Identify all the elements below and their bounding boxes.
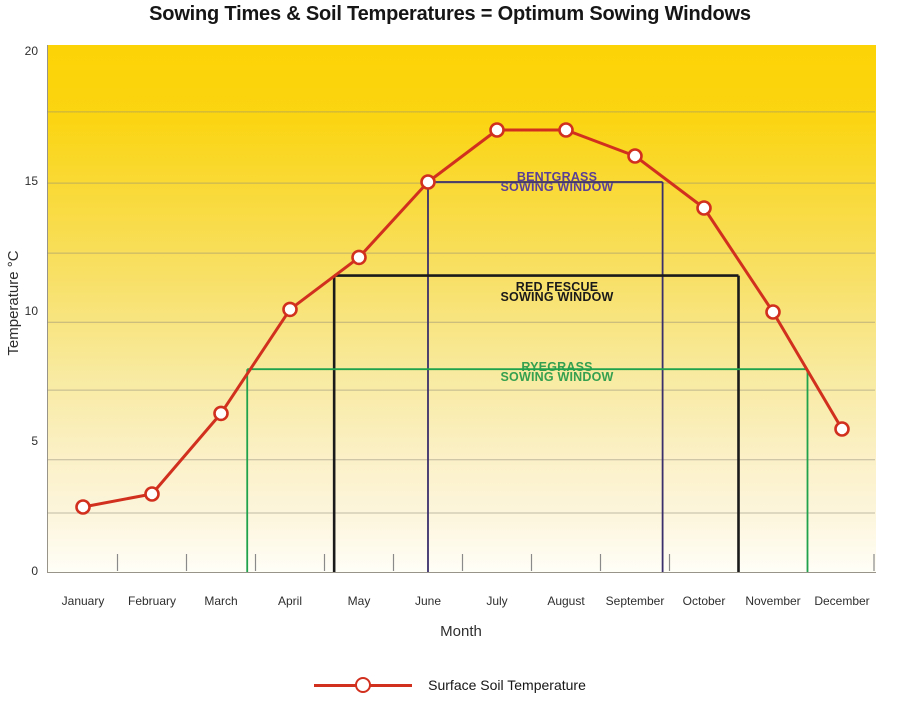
x-tick-label-january: January xyxy=(61,594,105,608)
y-tick-label-10: 10 xyxy=(24,304,38,318)
bentgrass-window-label: BENTGRASS SOWING WINDOW xyxy=(500,170,614,194)
y-tick-label-15: 15 xyxy=(24,174,38,188)
x-tick-label-august: August xyxy=(547,594,585,608)
temperature-point-3 xyxy=(282,301,298,318)
x-tick-label-july: July xyxy=(486,594,508,608)
temperature-line xyxy=(82,128,844,509)
temperature-point-2 xyxy=(213,405,229,422)
red-fescue-window-label: RED FESCUE SOWING WINDOW xyxy=(500,280,614,304)
ryegrass-window-label-line2: SOWING WINDOW xyxy=(500,370,614,384)
legend-line-sample xyxy=(314,677,413,693)
temperature-point-10 xyxy=(765,304,781,320)
x-tick-label-october: October xyxy=(682,594,726,608)
x-tick-label-september: September xyxy=(605,594,665,608)
x-axis-title: Month xyxy=(440,623,482,640)
x-tick-label-june: June xyxy=(414,594,442,608)
legend-label: Surface Soil Temperature xyxy=(428,677,586,693)
x-tick-label-december: December xyxy=(814,594,870,608)
temperature-point-1 xyxy=(144,486,160,502)
red-fescue-window-label-line2: SOWING WINDOW xyxy=(500,290,614,304)
legend-open-circle-marker xyxy=(355,677,372,693)
chart-title: Sowing Times & Soil Temperatures = Optim… xyxy=(149,3,751,25)
bentgrass-window-label-line2: SOWING WINDOW xyxy=(500,180,614,194)
x-tick-label-march: March xyxy=(204,594,238,608)
x-tick-label-february: February xyxy=(127,594,177,608)
red-fescue-window-label-line1: RED FESCUE xyxy=(515,280,599,294)
y-tick-label-0: 0 xyxy=(31,564,38,578)
temperature-point-11 xyxy=(834,421,850,437)
x-tick-label-may: May xyxy=(347,594,371,608)
legend: Surface Soil Temperature xyxy=(0,676,900,694)
temperature-point-0 xyxy=(75,499,91,515)
temperature-point-7 xyxy=(558,122,574,138)
temperature-point-8 xyxy=(627,148,643,164)
temperature-point-6 xyxy=(489,122,505,138)
x-tick-label-november: November xyxy=(745,594,801,608)
x-tick-label-april: April xyxy=(277,594,302,608)
y-tick-label-5: 5 xyxy=(31,434,38,448)
ryegrass-window-label-line1: RYEGRASS xyxy=(521,360,593,374)
temperature-point-9 xyxy=(696,200,712,216)
temperature-point-5 xyxy=(420,174,436,190)
temperature-point-4 xyxy=(351,249,367,266)
ryegrass-window-label: RYEGRASS SOWING WINDOW xyxy=(500,360,614,384)
bentgrass-window-label-line1: BENTGRASS xyxy=(516,170,598,184)
y-tick-label-20: 20 xyxy=(24,44,38,58)
